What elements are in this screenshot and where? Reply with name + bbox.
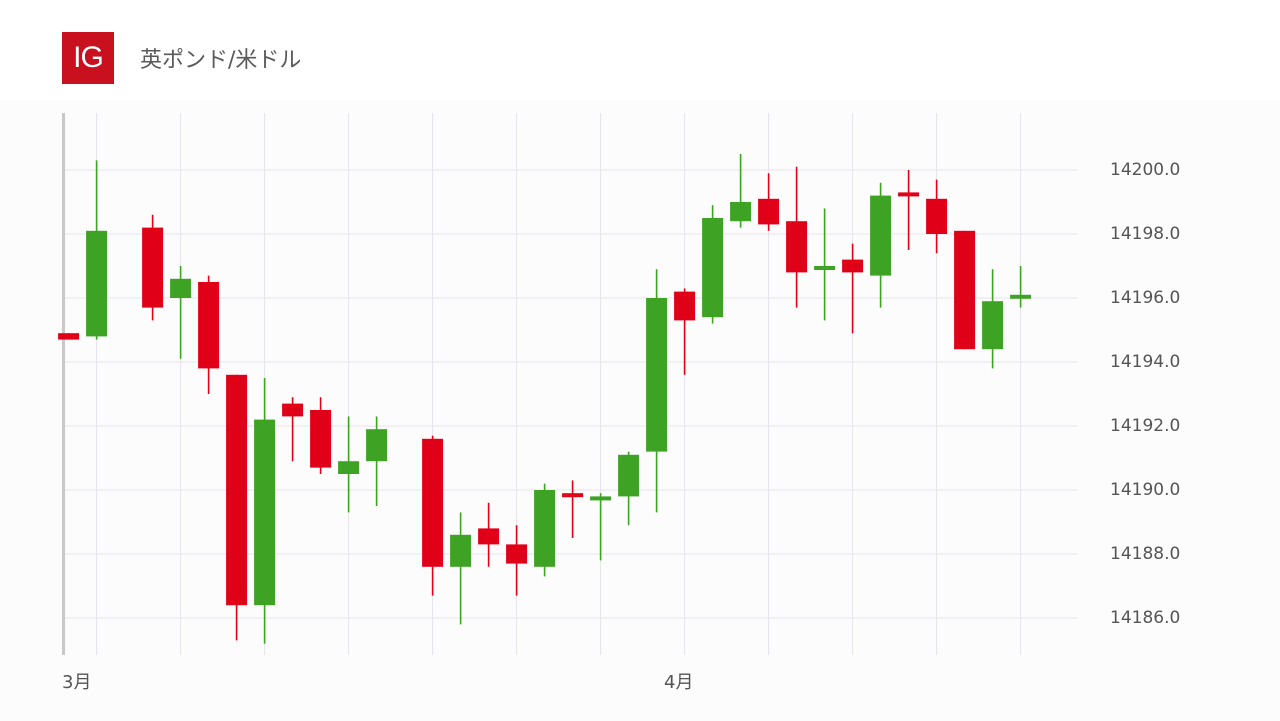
candle-body [730, 202, 752, 222]
candle-body [786, 221, 808, 273]
candle-up [590, 493, 612, 561]
ig-logo: IG [62, 32, 114, 84]
candle-body [478, 528, 500, 545]
candle-body [422, 438, 444, 567]
candle-body [366, 429, 388, 462]
candle-body [1010, 294, 1032, 299]
candle-body [814, 266, 836, 270]
candle-body [254, 419, 276, 606]
candle-down [926, 179, 948, 254]
candle-up [730, 154, 752, 228]
candle-up [86, 160, 108, 340]
candle-body [618, 454, 640, 497]
candle-down [506, 525, 528, 596]
candle-body [338, 461, 360, 474]
candle-body [142, 227, 164, 308]
candle-down [422, 435, 444, 596]
y-tick-label: 14194.0 [1110, 352, 1181, 372]
candle-down [562, 480, 584, 538]
x-tick-label: 4月 [664, 672, 694, 693]
candle-down [842, 243, 864, 334]
candle-up [534, 483, 556, 577]
candle-body [450, 534, 472, 567]
candle-body [506, 544, 528, 564]
candle-body [926, 198, 948, 234]
y-tick-label: 14190.0 [1110, 480, 1181, 500]
y-tick-label: 14192.0 [1110, 416, 1181, 436]
candle-down [282, 397, 304, 462]
candle-body [954, 230, 976, 350]
y-tick-label: 14186.0 [1110, 608, 1181, 628]
candle-body [590, 496, 612, 501]
candle-body [870, 195, 892, 276]
candle-up [450, 512, 472, 625]
candle-body [646, 298, 668, 452]
y-tick-label: 14188.0 [1110, 544, 1181, 564]
candle-body [702, 218, 724, 318]
header: IG 英ポンド/米ドル [0, 0, 1280, 100]
candle-down [198, 275, 220, 394]
candle-body [674, 291, 696, 321]
candle-body [562, 493, 584, 498]
candles [58, 154, 1032, 644]
candle-up [870, 182, 892, 308]
candle-down [954, 230, 976, 350]
candle-down [758, 173, 780, 231]
candle-body [842, 259, 864, 273]
candle-down [142, 214, 164, 321]
candle-up [366, 416, 388, 506]
y-tick-label: 14198.0 [1110, 224, 1181, 244]
x-tick-label: 3月 [62, 672, 92, 693]
candle-down [786, 166, 808, 308]
candle-body [282, 403, 304, 417]
candle-body [898, 192, 920, 197]
candle-down [58, 333, 80, 340]
candle-body [758, 198, 780, 225]
candle-body [198, 282, 220, 369]
candle-up [170, 266, 192, 359]
candle-up [702, 205, 724, 324]
y-tick-label: 14200.0 [1110, 160, 1181, 180]
candle-body [58, 333, 80, 340]
candle-down [226, 374, 248, 641]
candle-down [310, 397, 332, 474]
candle-down [478, 502, 500, 567]
candle-up [814, 208, 836, 321]
candle-body [982, 301, 1004, 350]
candle-down [674, 288, 696, 375]
candle-up [618, 451, 640, 526]
candle-body [86, 230, 108, 337]
candle-up [1010, 266, 1032, 308]
candle-up [982, 269, 1004, 369]
candle-down [898, 170, 920, 250]
candle-up [338, 416, 360, 513]
candle-body [226, 374, 248, 606]
grid-lines [64, 113, 1077, 655]
candle-body [170, 278, 192, 298]
candle-body [310, 410, 332, 468]
candle-up [254, 378, 276, 644]
y-tick-label: 14196.0 [1110, 288, 1181, 308]
candle-body [534, 490, 556, 567]
candle-up [646, 269, 668, 513]
instrument-title: 英ポンド/米ドル [140, 48, 302, 73]
